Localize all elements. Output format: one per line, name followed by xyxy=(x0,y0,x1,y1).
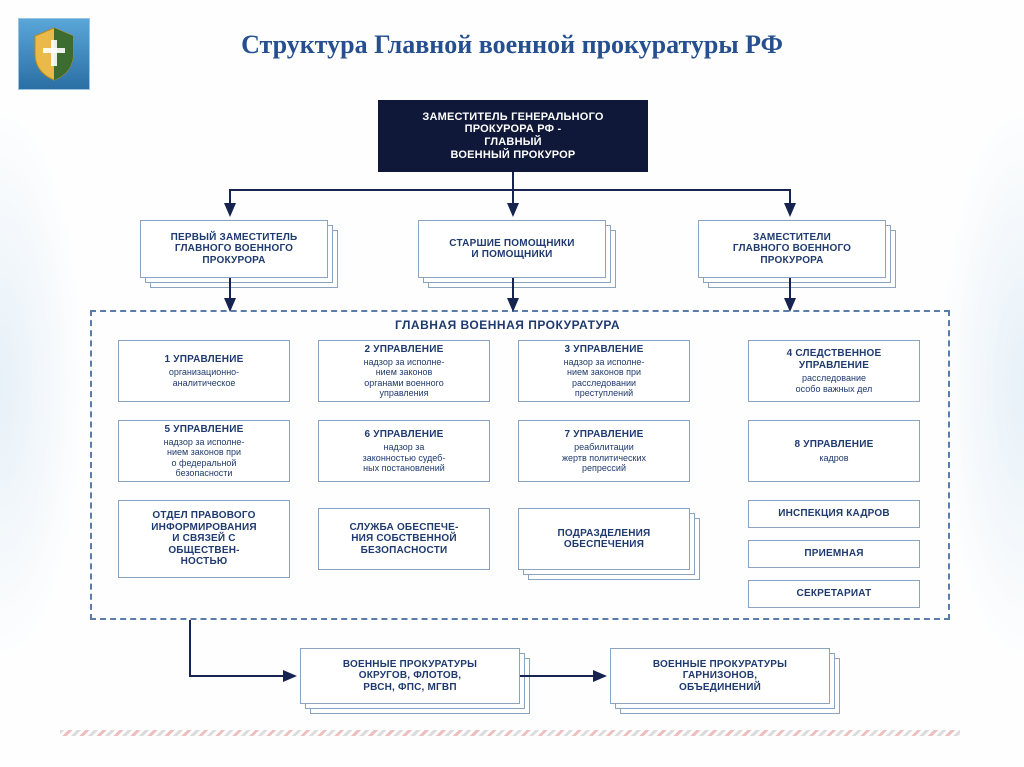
connector-arrow xyxy=(513,172,790,215)
footer-stripe xyxy=(60,730,960,736)
org-chart-canvas: ЗАМЕСТИТЕЛЬ ГЕНЕРАЛЬНОГОПРОКУРОРА РФ -ГЛ… xyxy=(90,100,950,740)
connectors xyxy=(90,100,950,740)
connector-arrow xyxy=(230,172,513,215)
connector-arrow xyxy=(190,620,295,676)
page-title: Структура Главной военной прокуратуры РФ xyxy=(0,30,1024,60)
